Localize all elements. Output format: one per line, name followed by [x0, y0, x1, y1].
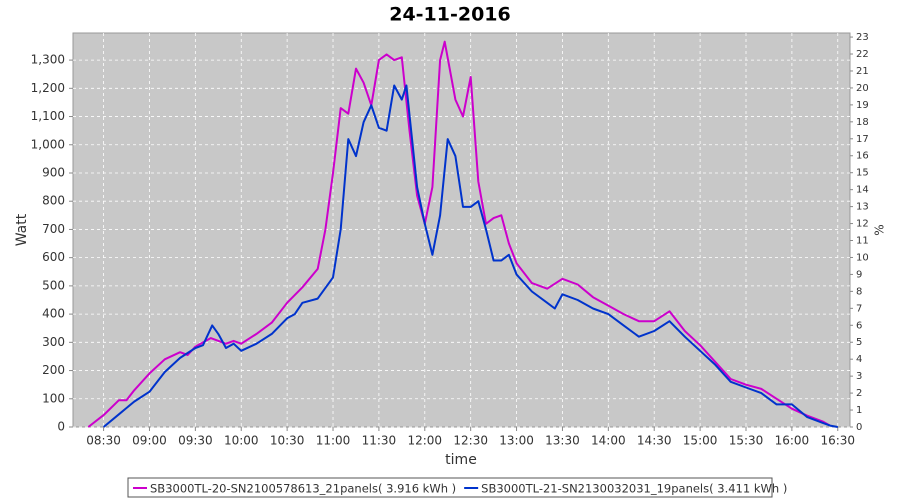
y2-tick-label: 23: [856, 32, 869, 43]
y-axis-label: Watt: [14, 213, 30, 246]
x-tick-label: 11:00: [316, 434, 351, 448]
y2-tick-label: 7: [856, 303, 862, 314]
x-tick-label: 08:30: [86, 434, 121, 448]
y-tick-label: 400: [42, 307, 65, 321]
y2-tick-label: 9: [856, 269, 862, 280]
y2-tick-label: 8: [856, 286, 862, 297]
y2-tick-label: 5: [856, 337, 862, 348]
chart-title: 24-11-2016: [389, 4, 511, 26]
y-tick-label: 800: [42, 194, 65, 208]
y-tick-label: 300: [42, 335, 65, 349]
x-axis-label: time: [445, 452, 477, 468]
y-tick-label: 700: [42, 222, 65, 236]
x-tick-label: 13:30: [545, 434, 580, 448]
y2-axis-label: %: [873, 224, 887, 235]
y2-tick-label: 16: [856, 151, 869, 162]
x-tick-label: 16:30: [820, 434, 855, 448]
y2-tick-label: 19: [856, 100, 869, 111]
y-tick-label: 0: [57, 420, 65, 434]
x-tick-label: 10:30: [270, 434, 305, 448]
x-tick-label: 14:30: [637, 434, 672, 448]
y-tick-label: 1,300: [31, 53, 65, 67]
x-tick-label: 15:30: [729, 434, 764, 448]
y2-tick-label: 22: [856, 49, 869, 60]
x-tick-label: 16:00: [775, 434, 810, 448]
y2-tick-label: 6: [856, 320, 862, 331]
y2-tick-label: 2: [856, 388, 862, 399]
x-tick-label: 10:00: [224, 434, 259, 448]
x-tick-label: 12:30: [453, 434, 488, 448]
plot-area: [72, 32, 851, 428]
y2-tick-label: 1: [856, 405, 862, 416]
y2-tick-label: 4: [856, 354, 862, 365]
y-tick-label: 200: [42, 363, 65, 377]
y-tick-label: 1,000: [31, 137, 65, 151]
y2-tick-label: 0: [856, 422, 862, 433]
x-tick-label: 11:30: [362, 434, 397, 448]
y2-tick-label: 18: [856, 117, 869, 128]
y2-tick-label: 13: [856, 202, 869, 213]
legend-label: SB3000TL-20-SN2100578613_21panels( 3.916…: [150, 482, 456, 496]
y-tick-label: 500: [42, 278, 65, 292]
y-tick-label: 600: [42, 250, 65, 264]
legend: [127, 477, 773, 498]
y2-tick-label: 14: [856, 185, 869, 196]
y2-tick-label: 17: [856, 134, 869, 145]
y-tick-label: 1,100: [31, 109, 65, 123]
x-tick-label: 12:00: [407, 434, 442, 448]
y2-tick-label: 11: [856, 236, 869, 247]
y-tick-label: 900: [42, 165, 65, 179]
y2-tick-label: 10: [856, 252, 869, 263]
y2-tick-label: 3: [856, 371, 862, 382]
y2-tick-label: 12: [856, 219, 869, 230]
y2-tick-label: 21: [856, 66, 869, 77]
legend-label: SB3000TL-21-SN2130032031_19panels( 3.411…: [481, 482, 787, 496]
x-tick-label: 09:30: [178, 434, 213, 448]
x-tick-label: 14:00: [591, 434, 626, 448]
x-tick-label: 15:00: [683, 434, 718, 448]
series-line: [102, 84, 838, 428]
y-tick-label: 1,200: [31, 81, 65, 95]
x-tick-label: 13:00: [499, 434, 534, 448]
y2-tick-label: 20: [856, 83, 869, 94]
x-tick-label: 09:00: [132, 434, 167, 448]
y-tick-label: 100: [42, 391, 65, 405]
y2-tick-label: 15: [856, 168, 869, 179]
